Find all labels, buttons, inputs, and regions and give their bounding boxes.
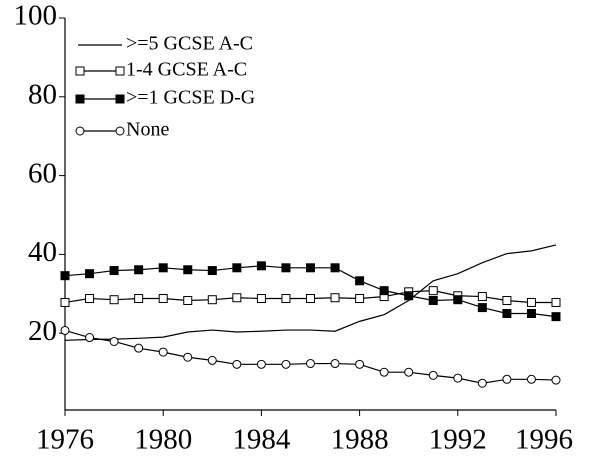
data-point <box>134 294 144 304</box>
legend-label: 1-4 GCSE A-C <box>126 59 247 81</box>
data-point <box>477 378 487 388</box>
data-point <box>355 276 365 286</box>
data-point <box>207 266 217 276</box>
data-point <box>330 359 340 369</box>
data-point <box>60 325 70 335</box>
data-point <box>306 294 315 304</box>
data-point <box>232 293 242 303</box>
data-point <box>281 294 291 304</box>
data-point <box>109 336 119 346</box>
legend-label: >=1 GCSE D-G <box>126 87 255 109</box>
data-point <box>85 269 95 279</box>
data-point <box>158 347 168 357</box>
data-point <box>355 359 365 369</box>
data-point <box>477 303 487 313</box>
data-point <box>109 295 119 305</box>
data-point <box>256 294 266 304</box>
data-point <box>551 297 561 307</box>
data-point <box>526 374 536 384</box>
data-point <box>379 367 389 377</box>
data-point <box>502 295 512 305</box>
data-point <box>355 294 365 304</box>
data-point <box>306 263 315 273</box>
data-point <box>85 333 95 343</box>
y-tick-label: 60 <box>28 157 57 189</box>
data-point <box>60 297 70 307</box>
legend-marker <box>75 94 85 104</box>
data-point <box>232 359 242 369</box>
data-point <box>306 359 315 369</box>
data-point <box>134 343 144 353</box>
legend-marker <box>75 66 85 76</box>
legend-marker <box>75 126 85 136</box>
data-point <box>428 286 438 296</box>
x-tick-label: 1976 <box>36 424 94 456</box>
data-point <box>526 297 536 307</box>
data-point <box>134 265 144 275</box>
data-point <box>183 352 193 362</box>
legend-label: None <box>126 119 169 141</box>
data-point <box>379 286 389 296</box>
data-point <box>428 295 438 305</box>
y-tick-label: 80 <box>28 78 57 110</box>
data-point <box>281 359 291 369</box>
data-point <box>207 355 217 365</box>
data-point <box>502 374 512 384</box>
data-point <box>85 294 95 304</box>
data-point <box>330 263 340 273</box>
x-tick-label: 1984 <box>232 424 291 456</box>
data-point <box>207 295 217 305</box>
legend-marker <box>115 66 125 76</box>
y-tick-label: 20 <box>28 315 57 347</box>
data-point <box>256 359 266 369</box>
data-point <box>256 261 266 271</box>
data-point <box>477 292 487 302</box>
data-point <box>232 263 242 273</box>
y-tick-label: 40 <box>28 236 57 268</box>
data-point <box>551 312 561 322</box>
legend-marker <box>115 126 125 136</box>
legend-label: >=5 GCSE A-C <box>126 33 253 55</box>
data-point <box>428 370 438 380</box>
data-point <box>330 293 340 303</box>
x-tick-label: 1992 <box>429 424 487 456</box>
data-point <box>551 375 561 385</box>
data-point <box>502 309 512 318</box>
x-tick-label: 1996 <box>515 424 573 456</box>
data-point <box>281 263 291 273</box>
data-point <box>453 295 463 305</box>
data-point <box>404 367 414 377</box>
x-tick-label: 1988 <box>331 424 389 456</box>
data-point <box>404 291 414 301</box>
data-point <box>109 266 119 276</box>
data-point <box>60 271 70 281</box>
data-point <box>158 263 168 273</box>
data-point <box>183 265 193 275</box>
legend-marker <box>115 94 125 104</box>
data-point <box>526 309 536 318</box>
series-line <box>64 244 557 341</box>
data-point <box>453 373 463 383</box>
x-tick-label: 1980 <box>134 424 192 456</box>
y-tick-label: 100 <box>14 0 58 32</box>
data-point <box>158 294 168 304</box>
data-point <box>183 295 193 305</box>
